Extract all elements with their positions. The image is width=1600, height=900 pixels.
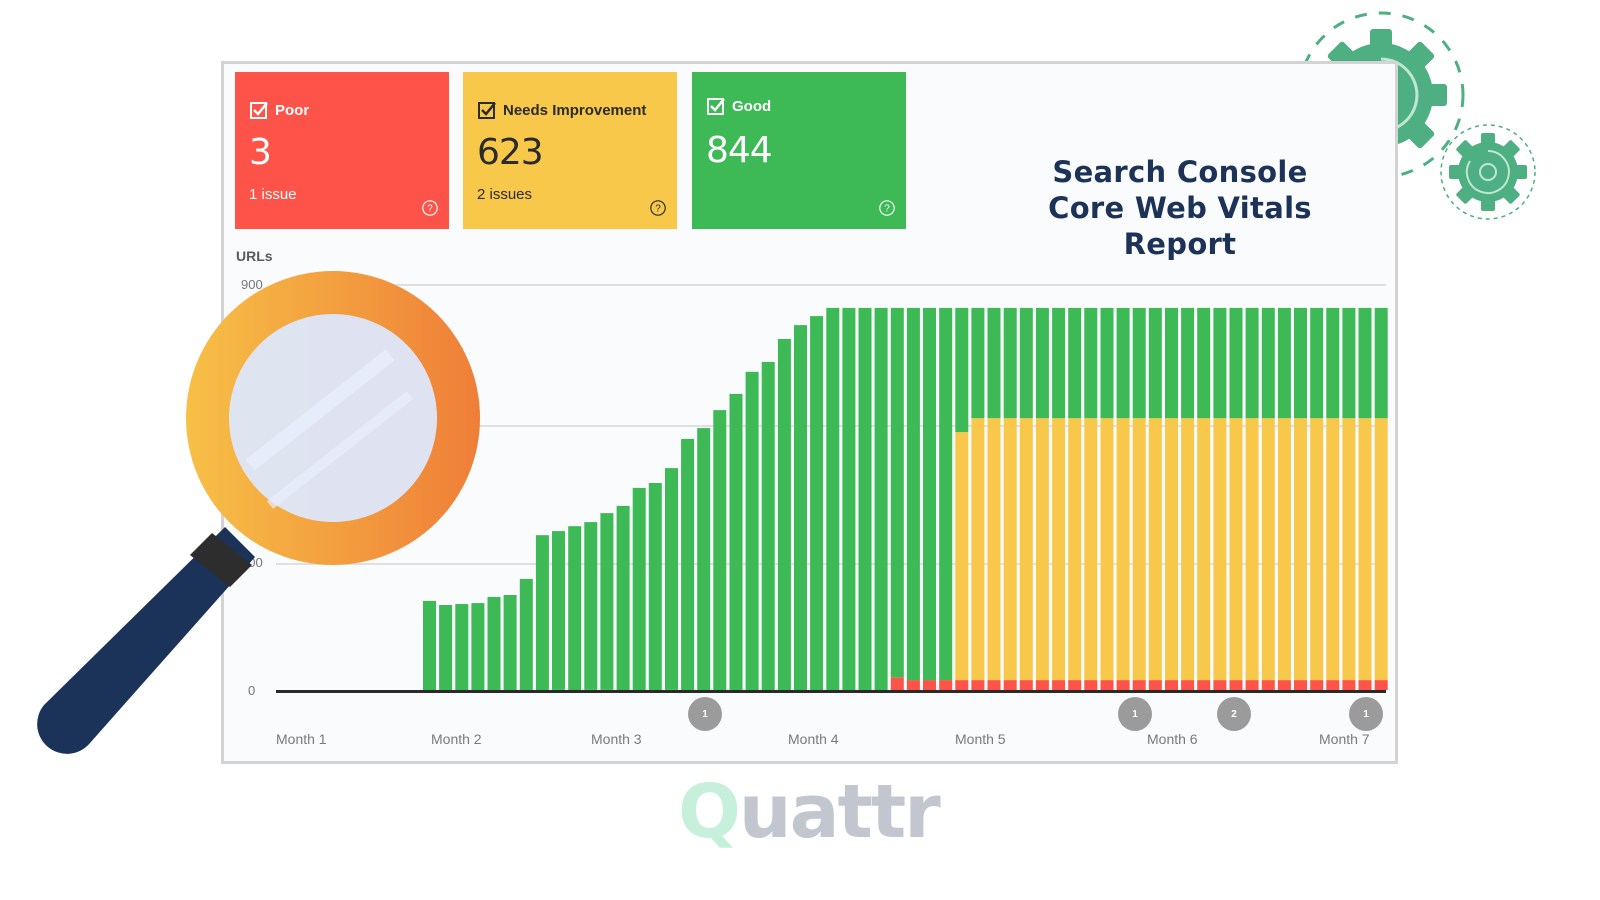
annotation-marker[interactable]: 1	[1349, 697, 1383, 731]
y-tick-0: 0	[248, 683, 256, 698]
report-title: Search Console Core Web Vitals Report	[990, 154, 1370, 262]
card-ni-label: Needs Improvement	[503, 101, 647, 119]
x-tick-month-6: Month 6	[1147, 731, 1198, 747]
card-ni-value: 623	[477, 132, 544, 173]
x-tick-month-5: Month 5	[955, 731, 1006, 747]
card-ni-header: Needs Improvement	[477, 100, 646, 120]
x-tick-month-1: Month 1	[276, 731, 327, 747]
card-poor[interactable]: Poor 3 1 issue ?	[235, 72, 449, 229]
gear-small-icon	[1440, 124, 1536, 220]
card-good[interactable]: Good 844 ?	[692, 72, 906, 229]
y-axis-label: URLs	[236, 248, 273, 264]
report-title-line1: Search Console	[1052, 155, 1308, 189]
help-bubble-icon[interactable]: ?	[878, 199, 896, 217]
y-tick-900: 900	[241, 277, 263, 292]
magnifying-glass-icon	[37, 271, 480, 754]
annotation-marker[interactable]: 1	[688, 697, 722, 731]
help-bubble-icon[interactable]: ?	[649, 199, 667, 217]
card-good-header: Good	[706, 96, 771, 116]
checkbox-checked-icon	[707, 98, 725, 115]
card-ni-issues: 2 issues	[477, 186, 533, 203]
card-needs-improvement[interactable]: Needs Improvement 623 2 issues ?	[463, 72, 677, 229]
checkbox-checked-icon	[250, 102, 268, 119]
quattr-logo: Quattr	[678, 769, 941, 855]
x-axis	[276, 690, 1386, 693]
x-tick-month-7: Month 7	[1319, 731, 1370, 747]
card-poor-header: Poor	[249, 100, 309, 120]
card-poor-issues: 1 issue	[249, 186, 297, 203]
annotation-marker[interactable]: 2	[1217, 697, 1251, 731]
gridline-900	[276, 284, 1386, 286]
x-tick-month-4: Month 4	[788, 731, 839, 747]
svg-text:?: ?	[427, 204, 433, 215]
annotation-marker[interactable]: 1	[1118, 697, 1152, 731]
x-tick-month-3: Month 3	[591, 731, 642, 747]
svg-text:?: ?	[884, 204, 890, 215]
card-poor-value: 3	[249, 132, 272, 173]
svg-text:?: ?	[655, 204, 661, 215]
card-good-value: 844	[706, 130, 773, 171]
report-title-line2: Core Web Vitals Report	[1048, 191, 1312, 261]
checkbox-checked-icon	[478, 102, 496, 119]
x-tick-month-2: Month 2	[431, 731, 482, 747]
card-poor-label: Poor	[275, 101, 310, 119]
card-good-label: Good	[732, 97, 772, 115]
help-bubble-icon[interactable]: ?	[421, 199, 439, 217]
